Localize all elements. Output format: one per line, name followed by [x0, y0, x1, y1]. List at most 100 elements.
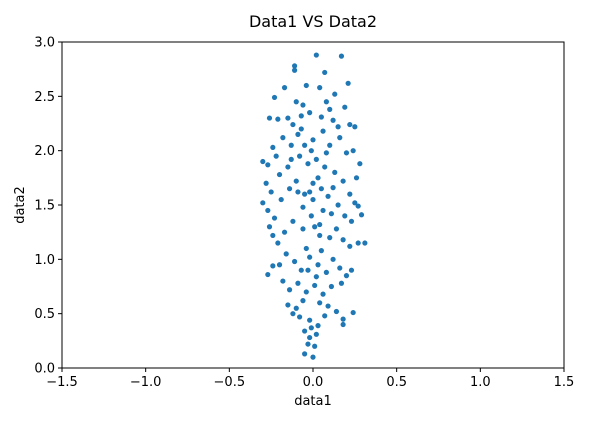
y-tick-label: 2.0: [34, 144, 55, 159]
data-point: [300, 102, 306, 108]
data-point: [280, 278, 286, 284]
data-point: [330, 117, 336, 123]
data-point: [317, 300, 323, 306]
data-point: [340, 237, 346, 243]
data-point: [313, 52, 319, 58]
data-point: [340, 321, 346, 328]
x-tick-label: −1.5: [46, 375, 78, 390]
data-point: [323, 269, 329, 275]
data-point: [312, 343, 318, 349]
data-point: [295, 131, 301, 137]
data-point: [333, 226, 340, 232]
x-axis: −1.5 −1.0 −0.5 0.0 0.5 1.0 1.5: [46, 368, 574, 390]
plot-frame: [61, 41, 565, 369]
data-point: [330, 256, 336, 262]
data-point: [276, 262, 283, 268]
x-tick-label: 0.0: [303, 375, 324, 390]
data-point: [288, 142, 294, 148]
x-tick-label: 0.5: [386, 375, 407, 390]
data-point: [308, 213, 314, 219]
data-point: [266, 224, 273, 230]
data-point: [273, 153, 279, 159]
y-axis: 0.0 0.5 1.0 1.5 2.0 2.5 3.0: [34, 36, 62, 377]
data-point: [355, 240, 361, 246]
data-point: [362, 240, 368, 246]
data-point: [271, 215, 278, 221]
data-point: [325, 193, 331, 199]
data-point: [266, 115, 273, 121]
data-point: [270, 144, 276, 151]
data-point: [298, 113, 304, 119]
data-point: [348, 267, 355, 273]
data-point: [313, 156, 319, 162]
data-point: [300, 226, 306, 232]
y-tick-label: 0.5: [34, 307, 55, 322]
data-point: [303, 82, 309, 89]
data-point: [328, 211, 335, 217]
data-point: [332, 91, 338, 97]
data-point: [275, 240, 281, 246]
data-point: [302, 328, 308, 334]
data-point: [307, 334, 313, 341]
data-point: [280, 135, 286, 141]
data-point: [337, 265, 343, 271]
data-point: [342, 104, 348, 110]
data-point: [335, 202, 341, 208]
data-point: [315, 323, 321, 329]
data-point: [340, 316, 346, 322]
data-point: [342, 213, 348, 219]
data-point: [335, 124, 341, 130]
x-axis-label: data1: [294, 394, 332, 409]
data-point: [325, 303, 331, 309]
data-point: [322, 164, 328, 170]
data-point: [293, 178, 299, 184]
data-point: [313, 274, 319, 280]
data-point: [352, 200, 358, 206]
data-point: [295, 189, 301, 195]
data-point: [340, 178, 346, 184]
y-tick-label: 3.0: [34, 36, 55, 51]
data-point: [270, 263, 276, 269]
data-point: [307, 110, 313, 116]
data-point: [318, 186, 324, 192]
data-point: [347, 243, 353, 249]
data-point: [355, 203, 361, 209]
data-point: [345, 80, 351, 86]
data-point: [327, 142, 333, 148]
data-point: [343, 273, 350, 279]
data-point: [327, 106, 333, 112]
data-point: [322, 313, 328, 319]
data-point: [297, 153, 303, 159]
data-point: [357, 161, 363, 167]
data-point: [288, 156, 294, 162]
y-tick-label: 0.0: [34, 362, 55, 377]
data-point: [323, 99, 329, 105]
y-tick-label: 1.5: [34, 199, 55, 214]
data-point: [271, 94, 278, 101]
data-point: [263, 180, 269, 186]
data-point: [291, 63, 298, 69]
data-point: [303, 289, 309, 295]
data-point: [260, 200, 266, 206]
data-point: [343, 150, 350, 156]
data-point: [268, 189, 274, 195]
y-tick-label: 2.5: [34, 90, 55, 105]
data-point: [278, 196, 284, 203]
data-point: [293, 99, 299, 105]
data-point: [286, 186, 293, 192]
data-point: [333, 308, 340, 315]
data-point: [317, 221, 323, 228]
data-point: [275, 116, 281, 122]
data-point: [358, 212, 365, 218]
data-point: [317, 85, 323, 91]
x-tick-label: 1.5: [554, 375, 575, 390]
data-point: [315, 175, 321, 181]
data-point: [305, 341, 311, 347]
data-point: [352, 124, 358, 130]
data-point: [305, 267, 311, 273]
data-point: [328, 283, 335, 290]
data-point: [332, 169, 338, 175]
data-point: [327, 235, 333, 241]
data-point: [350, 309, 356, 316]
